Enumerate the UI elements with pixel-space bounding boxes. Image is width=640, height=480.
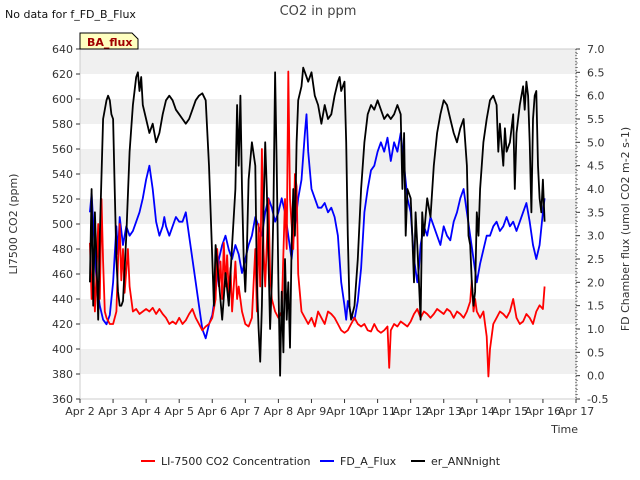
y-tick-label: 420: [52, 318, 73, 331]
grid-band: [80, 349, 576, 374]
x-tick-label: Apr 2: [65, 405, 95, 418]
y2-tick-label: 5.5: [587, 113, 605, 126]
y2-tick-label: 2.5: [587, 253, 605, 266]
y-tick-label: 640: [52, 43, 73, 56]
y2-axis-title: FD Chamber flux (umol CO2 m-2 s-1): [619, 127, 632, 331]
y2-tick-label: 0.5: [587, 346, 605, 359]
y2-tick-label: -0.5: [587, 393, 608, 406]
y-tick-label: 360: [52, 393, 73, 406]
y2-tick-label: 4.5: [587, 160, 605, 173]
legend-label-fd-a-flux: FD_A_Flux: [340, 455, 397, 468]
grid-band: [80, 324, 576, 349]
y-tick-label: 440: [52, 293, 73, 306]
chart-title: CO2 in ppm: [280, 4, 357, 19]
series-fd-a-flux: [89, 113, 546, 340]
grid-band: [80, 274, 576, 299]
x-tick-label: Apr 17: [558, 405, 595, 418]
y-tick-label: 540: [52, 168, 73, 181]
x-tick-label: Apr 5: [164, 405, 194, 418]
y2-tick-label: 1.0: [587, 323, 605, 336]
legend: LI-7500 CO2 Concentration FD_A_Flux er_A…: [141, 455, 501, 468]
y-tick-label: 520: [52, 193, 73, 206]
grid-band: [80, 99, 576, 124]
y2-tick-label: 0.0: [587, 370, 605, 383]
y-tick-label: 600: [52, 93, 73, 106]
legend-label-er-annnight: er_ANNnight: [431, 455, 501, 468]
x-tick-label: Apr 12: [392, 405, 429, 418]
grid-band: [80, 149, 576, 174]
x-axis: Apr 2 Apr 3 Apr 4 Apr 5 Apr 6 Apr 7 Apr 8 Apr 9…: [65, 399, 594, 418]
no-data-note: No data for f_FD_B_Flux: [5, 8, 136, 21]
x-tick-label: Apr 10: [326, 405, 363, 418]
y-tick-label: 400: [52, 343, 73, 356]
y2-tick-label: 3.5: [587, 206, 605, 219]
y-axis: 360 380 400 420 440 460 480 500 520 540 560 580 600 6…: [52, 43, 80, 406]
y-tick-label: 580: [52, 118, 73, 131]
grid-band: [80, 124, 576, 149]
x-tick-label: Apr 14: [459, 405, 496, 418]
badge-shape: [79, 32, 139, 50]
y2-tick-label: 1.5: [587, 300, 605, 313]
y2-tick-label: 6.0: [587, 90, 605, 103]
y2-tick-label: 6.5: [587, 66, 605, 79]
y-tick-label: 500: [52, 218, 73, 231]
x-tick-label: Apr 3: [98, 405, 128, 418]
y-axis-title: LI7500 CO2 (ppm): [7, 174, 20, 275]
x-tick-label: Apr 15: [492, 405, 529, 418]
grid-band: [80, 74, 576, 99]
y2-axis: -0.5 0.0 0.5 1.0 1.5 2.0 2.5 3.0 3.5 4.0 4.5 5.0 5.5…: [575, 43, 608, 406]
grid-band: [80, 49, 576, 74]
y2-tick-label: 5.0: [587, 136, 605, 149]
y-tick-label: 620: [52, 68, 73, 81]
series-er-annnight: [89, 66, 546, 377]
x-tick-label: Apr 16: [525, 405, 562, 418]
grid-band: [80, 249, 576, 274]
y-tick-label: 560: [52, 143, 73, 156]
y2-tick-label: 3.0: [587, 230, 605, 243]
x-tick-label: Apr 9: [297, 405, 327, 418]
x-tick-label: Apr 11: [359, 405, 396, 418]
grid-bands: [80, 49, 576, 399]
ba-flux-badge: BA_flux: [79, 32, 139, 50]
y-tick-label: 380: [52, 368, 73, 381]
x-tick-label: Apr 6: [198, 405, 228, 418]
x-axis-title: Time: [550, 423, 578, 436]
series-li7500-co2: [89, 70, 546, 378]
x-tick-label: Apr 13: [425, 405, 462, 418]
grid-band: [80, 174, 576, 199]
series-layer: [89, 66, 546, 378]
legend-label-li7500: LI-7500 CO2 Concentration: [161, 455, 311, 468]
grid-band: [80, 374, 576, 399]
badge-label: BA_flux: [87, 36, 132, 49]
y2-tick-label: 2.0: [587, 276, 605, 289]
x-tick-label: Apr 7: [231, 405, 261, 418]
y2-tick-label: 4.0: [587, 183, 605, 196]
x-tick-label: Apr 4: [131, 405, 161, 418]
y2-tick-label: 7.0: [587, 43, 605, 56]
y-tick-label: 480: [52, 243, 73, 256]
x-tick-label: Apr 8: [264, 405, 294, 418]
y-tick-label: 460: [52, 268, 73, 281]
